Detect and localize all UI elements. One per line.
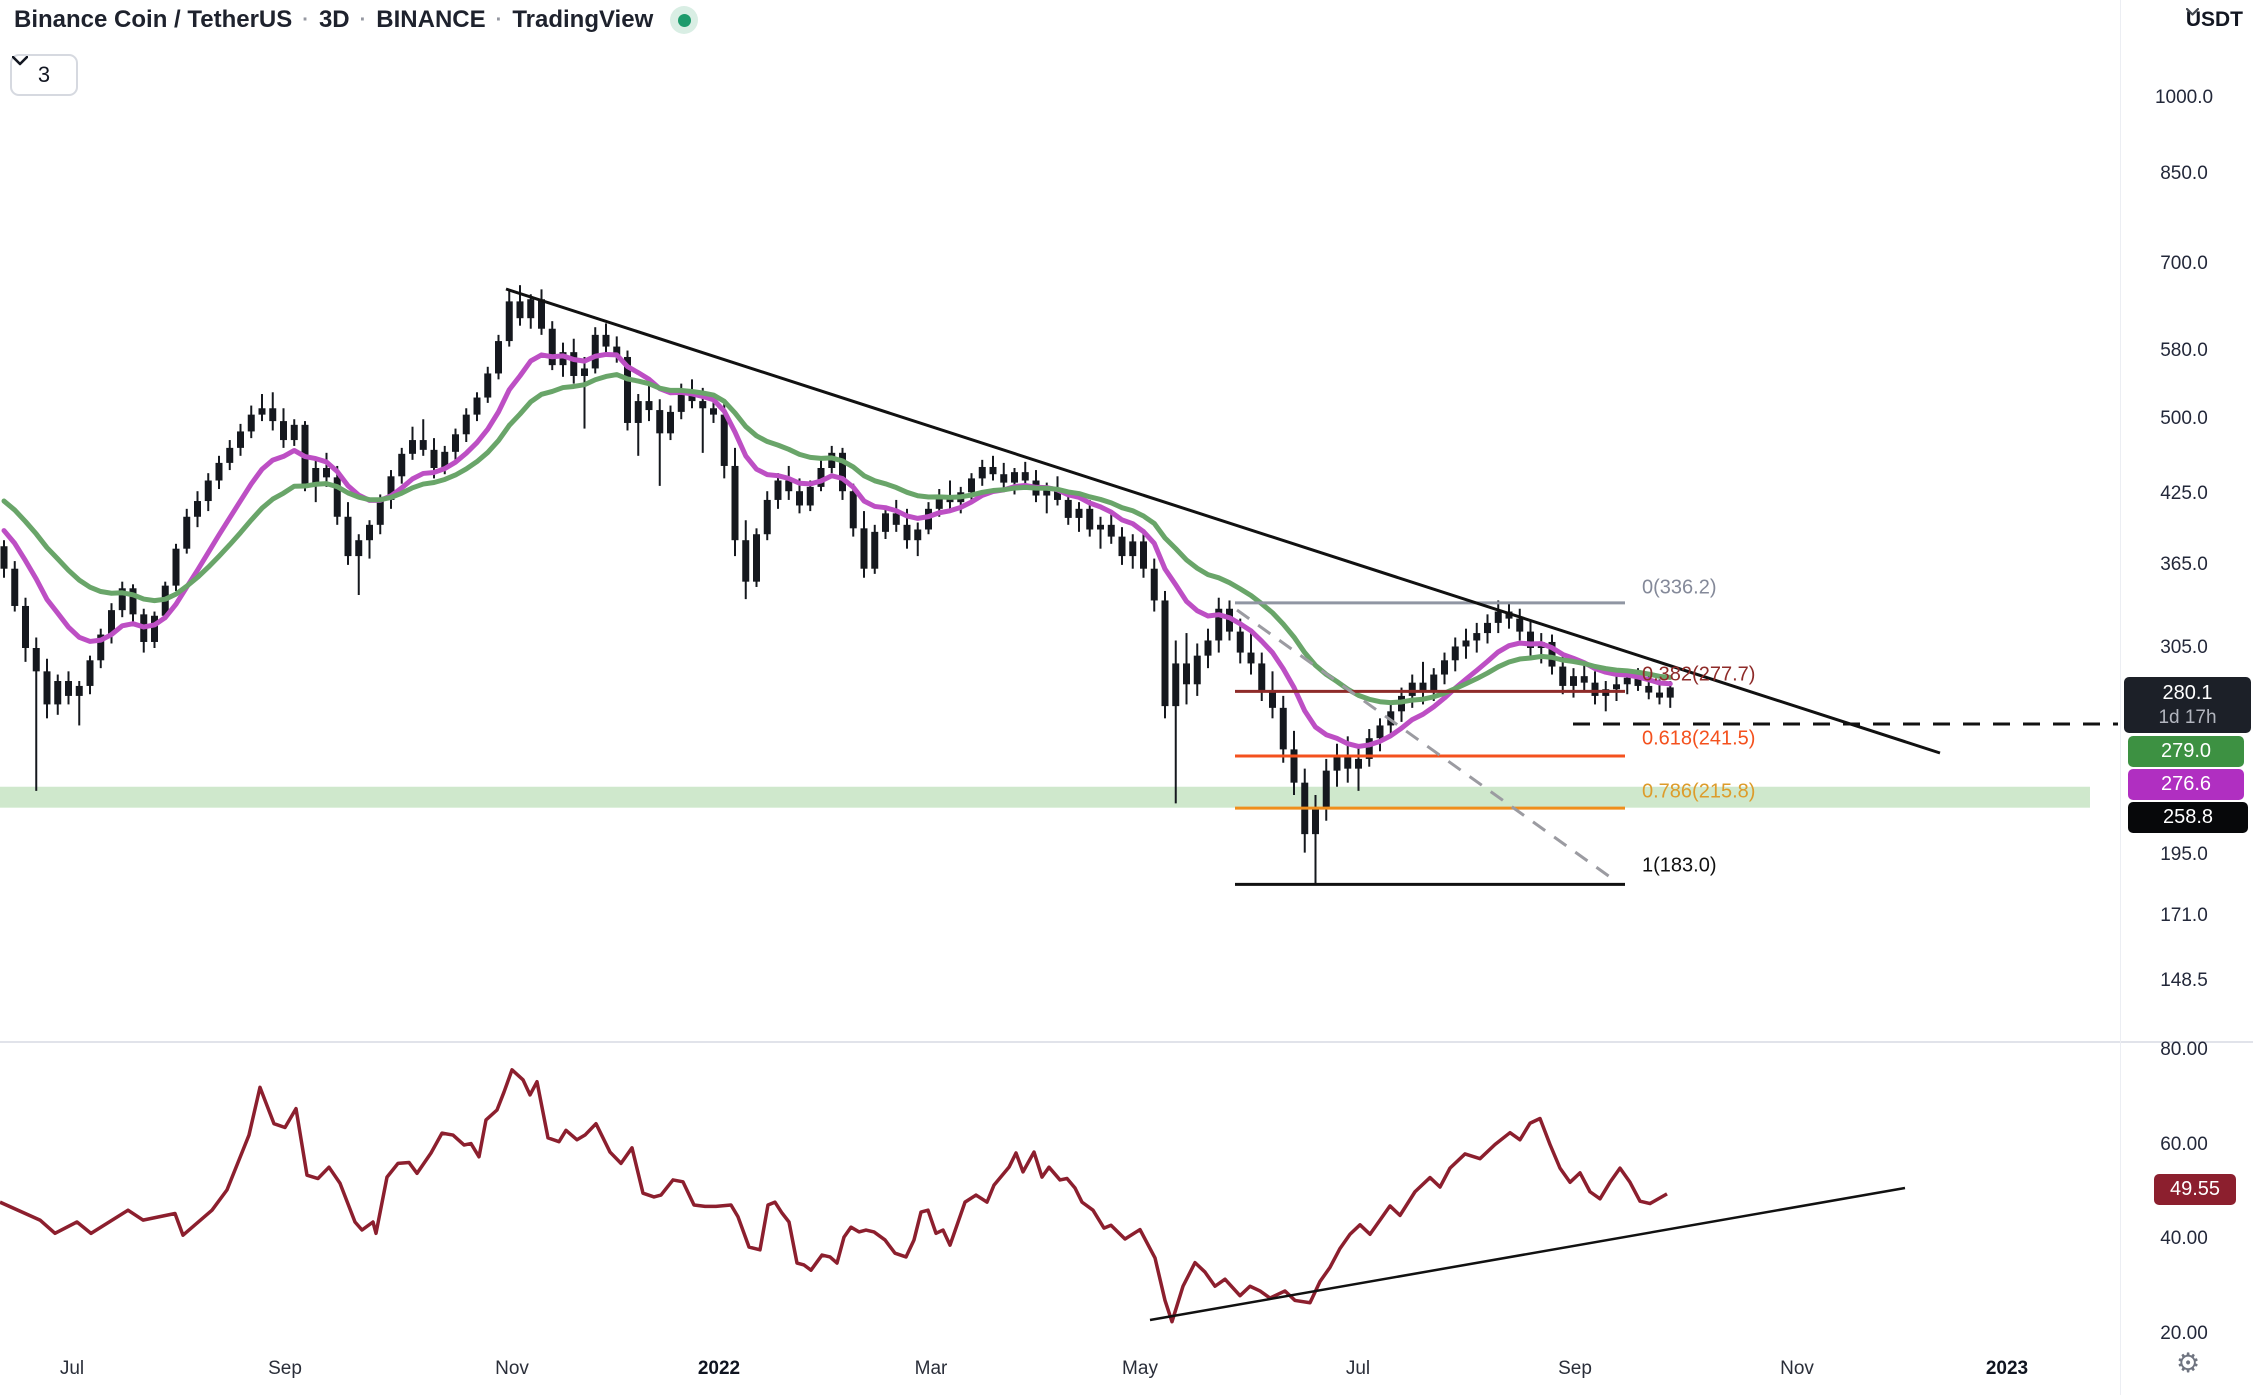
- chevron-down-icon: [12, 56, 28, 66]
- market-status-icon[interactable]: [670, 6, 699, 34]
- price-tick: 365.0: [2160, 553, 2208, 575]
- price-tick: 700.0: [2160, 252, 2208, 274]
- price-tick: 148.5: [2160, 970, 2208, 992]
- time-tick: 2022: [697, 1358, 741, 1379]
- fib-level-label: 0.786(215.8): [1642, 780, 1756, 803]
- chart-legend: Binance Coin / TetherUS · 3D · BINANCE ·…: [14, 6, 699, 34]
- price-tick: 1000.0: [2154, 87, 2214, 109]
- time-tick: May: [1122, 1358, 1158, 1379]
- time-tick: Sep: [268, 1358, 302, 1379]
- time-tick: Sep: [1558, 1358, 1592, 1379]
- fib-level-label: 1(183.0): [1642, 854, 1717, 877]
- time-tick: Nov: [495, 1358, 529, 1379]
- rsi-tick: 20.00: [2160, 1322, 2208, 1344]
- candles-layer[interactable]: [0, 285, 1674, 885]
- legend-separator: ·: [495, 8, 503, 31]
- time-tick: Mar: [914, 1358, 948, 1379]
- ma-slow-line[interactable]: [1, 372, 1673, 706]
- rsi-tick: 40.00: [2160, 1228, 2208, 1249]
- currency-label: USDT: [2185, 8, 2243, 31]
- fib-retracement[interactable]: [1235, 601, 1625, 886]
- ma-slow-value-badge: 279.0: [2128, 736, 2244, 767]
- rsi-tick: 60.00: [2160, 1133, 2208, 1155]
- fib-level-label: 0.618(241.5): [1642, 727, 1756, 750]
- last-price-badge: 280.1 1d 17h: [2124, 677, 2251, 733]
- legend-separator: ·: [302, 8, 309, 31]
- object-tree-collapse-button[interactable]: 3: [10, 54, 78, 96]
- rsi-tick: 80.00: [2160, 1039, 2208, 1060]
- chevron-down-icon: [2185, 8, 2199, 16]
- rsi-line[interactable]: [0, 1068, 1668, 1324]
- interval-label[interactable]: 3D: [318, 6, 350, 33]
- price-tick: 171.0: [2160, 904, 2208, 926]
- platform-label[interactable]: TradingView: [512, 6, 654, 33]
- rsi-value-badge: 49.55: [2154, 1174, 2236, 1205]
- fib-level-label: 0(336.2): [1642, 576, 1717, 599]
- price-tick: 305.0: [2160, 637, 2208, 658]
- time-tick: Nov: [1780, 1358, 1814, 1379]
- object-count-label: 3: [37, 62, 51, 87]
- legend-separator: ·: [359, 8, 367, 31]
- price-tick: 500.0: [2160, 408, 2208, 430]
- price-tick: 195.0: [2160, 844, 2208, 866]
- connection-dot-icon: [677, 13, 691, 27]
- time-tick: Jul: [59, 1358, 85, 1379]
- time-tick: Jul: [1345, 1358, 1371, 1379]
- price-tick: 425.0: [2160, 483, 2208, 505]
- symbol-title[interactable]: Binance Coin / TetherUS: [14, 6, 293, 33]
- timezone-settings-gear-icon[interactable]: ⚙: [2176, 1348, 2201, 1378]
- ma-fast-line[interactable]: [1, 351, 1673, 749]
- price-tick: 850.0: [2160, 162, 2208, 184]
- rsi-ascending-trendline[interactable]: [1149, 1186, 1906, 1322]
- price-axis-separator: [2120, 0, 2121, 1395]
- alert-price-badge: 258.8: [2128, 802, 2248, 833]
- currency-selector[interactable]: USDT: [2185, 8, 2243, 32]
- support-zone[interactable]: [0, 786, 2090, 808]
- exchange-label[interactable]: BINANCE: [376, 6, 486, 33]
- fib-level-label: 0.382(277.7): [1642, 663, 1756, 686]
- pane-separator[interactable]: [0, 1041, 2253, 1043]
- ma-fast-value-badge: 276.6: [2128, 769, 2244, 800]
- time-tick: 2023: [1985, 1358, 2029, 1379]
- price-tick: 580.0: [2160, 339, 2208, 361]
- descending-trendline[interactable]: [505, 287, 1941, 755]
